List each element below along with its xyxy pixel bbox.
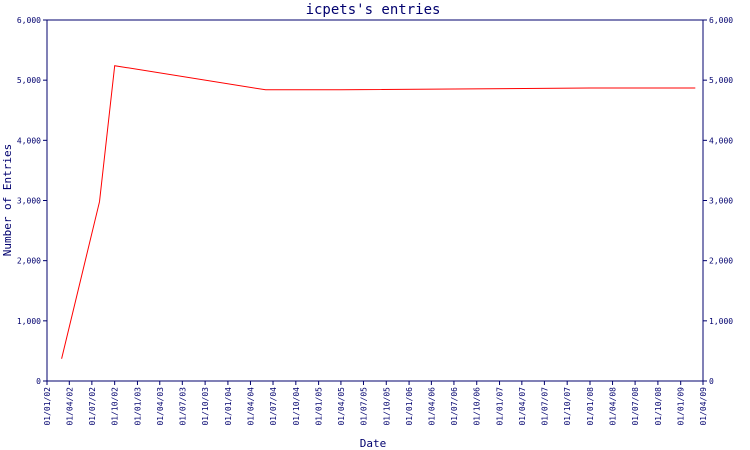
x-tick-label: 01/01/02 <box>43 387 52 426</box>
x-tick-label: 01/01/06 <box>405 387 414 426</box>
x-tick-label: 01/01/03 <box>133 387 142 426</box>
y-tick-label-right: 0 <box>709 377 714 386</box>
x-tick-label: 01/01/04 <box>224 387 233 426</box>
y-tick-label-left: 5,000 <box>17 76 41 85</box>
y-axis-right: 0 1,000 2,000 3,000 4,000 5,000 6,000 <box>703 16 733 386</box>
y-tick-label-right: 4,000 <box>709 136 733 145</box>
x-tick-label: 01/04/03 <box>156 387 165 426</box>
y-tick-label-right: 2,000 <box>709 257 733 266</box>
x-tick-label: 01/04/05 <box>337 387 346 426</box>
y-axis-title: Number of Entries <box>1 144 14 257</box>
y-tick-label-left: 1,000 <box>17 317 41 326</box>
x-tick-label: 01/10/05 <box>382 387 391 426</box>
x-tick-label: 01/07/08 <box>631 387 640 426</box>
y-tick-label-left: 0 <box>36 377 41 386</box>
x-tick-label: 01/07/02 <box>88 387 97 426</box>
series-group <box>61 65 696 359</box>
plot-frame <box>46 19 704 382</box>
x-tick-label: 01/04/06 <box>427 387 436 426</box>
chart-title: icpets's entries <box>306 2 441 18</box>
x-tick-label: 01/04/04 <box>246 387 255 426</box>
x-tick-label: 01/01/08 <box>586 387 595 426</box>
y-tick-label-right: 1,000 <box>709 317 733 326</box>
x-tick-label: 01/04/07 <box>518 387 527 426</box>
y-tick-label-left: 6,000 <box>17 16 41 25</box>
x-tick-label: 01/04/09 <box>699 387 708 426</box>
y-axis-left: 0 1,000 2,000 3,000 4,000 5,000 6,000 <box>17 16 47 386</box>
series-line <box>61 65 696 359</box>
y-tick-label-left: 3,000 <box>17 197 41 206</box>
x-tick-label: 01/01/09 <box>677 387 686 426</box>
x-tick-label: 01/07/05 <box>359 387 368 426</box>
x-axis: 01/01/02 01/04/02 01/07/02 01/10/02 01/01/03… <box>43 381 708 426</box>
x-tick-label: 01/10/03 <box>201 387 210 426</box>
x-tick-label: 01/07/07 <box>540 387 549 426</box>
y-tick-label-left: 4,000 <box>17 136 41 145</box>
y-tick-label-right: 5,000 <box>709 76 733 85</box>
x-tick-label: 01/04/08 <box>609 387 618 426</box>
x-tick-label: 01/04/02 <box>65 387 74 426</box>
x-tick-label: 01/10/08 <box>654 387 663 426</box>
x-tick-label: 01/10/06 <box>473 387 482 426</box>
x-tick-label: 01/01/07 <box>496 387 505 426</box>
x-tick-label: 01/01/05 <box>315 387 324 426</box>
y-tick-label-right: 3,000 <box>709 197 733 206</box>
x-tick-label: 01/10/07 <box>563 387 572 426</box>
y-tick-label-left: 2,000 <box>17 257 41 266</box>
y-tick-label-right: 6,000 <box>709 16 733 25</box>
x-tick-label: 01/07/04 <box>269 387 278 426</box>
x-tick-label: 01/10/04 <box>292 387 301 426</box>
x-axis-title: Date <box>360 437 387 450</box>
x-tick-label: 01/07/03 <box>178 387 187 426</box>
x-tick-label: 01/07/06 <box>450 387 459 426</box>
x-tick-label: 01/10/02 <box>111 387 120 426</box>
